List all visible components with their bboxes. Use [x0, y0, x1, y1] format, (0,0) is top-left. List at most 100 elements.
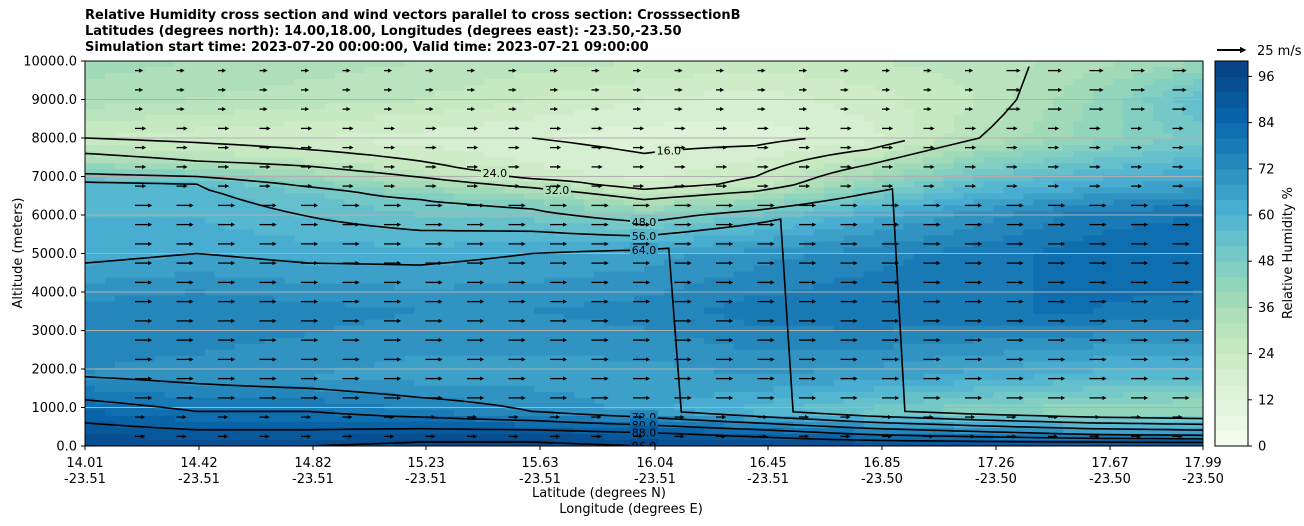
field-cell [414, 241, 425, 249]
field-cell [624, 379, 635, 387]
field-cell [534, 427, 545, 435]
field-cell [614, 409, 625, 417]
field-cell [434, 241, 445, 249]
field-cell [554, 241, 565, 249]
field-cell [324, 307, 336, 315]
field-cell [484, 421, 495, 429]
field-cell [404, 301, 416, 309]
field-cell [803, 235, 815, 243]
field-cell [763, 409, 775, 417]
field-cell [773, 199, 785, 206]
field-cell [204, 397, 216, 405]
field-cell [693, 337, 705, 345]
field-cell [214, 349, 226, 357]
field-cell [783, 103, 795, 110]
field-cell [104, 247, 116, 255]
field-cell [454, 163, 465, 170]
field-cell [653, 319, 665, 327]
field-cell [663, 223, 675, 231]
field-cell [574, 343, 585, 351]
field-cell [264, 217, 276, 225]
field-cell [234, 235, 246, 243]
field-cell [813, 157, 825, 164]
field-cell [304, 331, 316, 339]
field-cell [823, 397, 835, 405]
field-cell [783, 133, 795, 140]
field-cell [474, 151, 485, 158]
field-cell [364, 103, 376, 110]
field-cell [164, 115, 176, 122]
field-cell [723, 397, 735, 405]
field-cell [244, 97, 256, 104]
field-cell [134, 175, 146, 182]
field-cell [184, 223, 196, 231]
field-cell [184, 409, 196, 417]
field-cell [254, 271, 266, 279]
field-cell [683, 277, 695, 285]
field-cell [624, 193, 635, 200]
field-cell [723, 421, 735, 429]
field-cell [284, 121, 296, 128]
field-cell [594, 337, 605, 345]
field-cell [733, 307, 745, 315]
field-cell [284, 319, 296, 327]
field-cell [624, 241, 635, 249]
field-cell [843, 115, 855, 122]
field-cell [624, 307, 635, 315]
field-cell [284, 415, 296, 423]
field-cell [614, 61, 625, 68]
field-cell [534, 337, 545, 345]
field-cell [554, 73, 565, 80]
field-cell [254, 319, 266, 327]
field-cell [584, 439, 595, 446]
field-cell [134, 379, 146, 387]
field-cell [344, 223, 356, 231]
field-cell [94, 163, 106, 170]
field-cell [594, 373, 605, 381]
field-cell [464, 157, 475, 164]
field-cell [823, 391, 835, 399]
field-cell [793, 85, 805, 92]
field-cell [134, 223, 146, 231]
field-cell [673, 349, 685, 357]
field-cell [634, 115, 645, 122]
field-cell [494, 349, 505, 357]
field-cell [164, 253, 176, 261]
field-cell [294, 391, 306, 399]
field-cell [124, 187, 136, 194]
field-cell [693, 265, 705, 273]
field-cell [753, 385, 765, 393]
field-cell [534, 325, 545, 333]
field-cell [673, 235, 685, 243]
field-cell [723, 331, 735, 339]
field-cell [85, 103, 96, 110]
field-cell [364, 253, 376, 261]
field-cell [733, 325, 745, 333]
field-cell [753, 427, 765, 435]
field-cell [314, 349, 326, 357]
field-cell [823, 349, 835, 357]
field-cell [214, 307, 226, 315]
field-cell [554, 247, 565, 255]
field-cell [783, 79, 795, 86]
field-cell [534, 421, 545, 429]
field-cell [753, 337, 765, 345]
field-cell [274, 247, 286, 255]
field-cell [843, 223, 855, 231]
field-cell [624, 373, 635, 381]
field-cell [434, 151, 445, 158]
field-cell [464, 235, 475, 243]
field-cell [254, 325, 266, 333]
field-cell [454, 361, 465, 369]
field-cell [464, 103, 475, 110]
field-cell [374, 277, 386, 285]
field-cell [174, 73, 186, 80]
field-cell [374, 259, 386, 267]
field-cell [444, 283, 455, 291]
field-cell [564, 103, 575, 110]
field-cell [364, 91, 376, 98]
field-cell [274, 427, 286, 435]
field-cell [644, 163, 655, 170]
field-cell [713, 325, 725, 333]
field-cell [514, 397, 525, 405]
